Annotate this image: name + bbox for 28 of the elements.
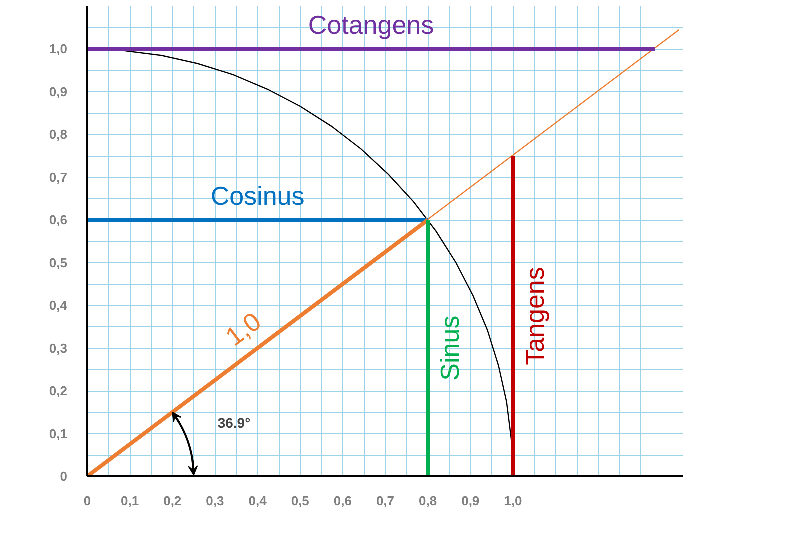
y-tick-label: 0,5 bbox=[49, 255, 68, 270]
y-tick-label: 0,6 bbox=[49, 212, 68, 228]
y-tick-label: 0,3 bbox=[49, 340, 68, 356]
x-tick-label: 0,4 bbox=[248, 494, 268, 508]
x-tick-label: 0,9 bbox=[462, 494, 480, 508]
text: Tangens bbox=[520, 267, 550, 366]
series-label: Cotangens bbox=[308, 10, 434, 40]
x-tick-label: 0,7 bbox=[376, 494, 395, 508]
x-tick-label: 0,3 bbox=[206, 494, 224, 508]
y-tick-label: 0,1 bbox=[49, 426, 68, 442]
x-tick-label: 0 bbox=[84, 494, 92, 508]
y-tick-label: 0,8 bbox=[49, 127, 68, 142]
y-tick-label: 0,7 bbox=[49, 170, 68, 185]
x-tick-label: 0,6 bbox=[334, 494, 352, 508]
y-tick-label: 1,0 bbox=[49, 42, 68, 57]
y-tick-label: 0 bbox=[60, 469, 68, 484]
annotation: 36.9° bbox=[218, 414, 251, 431]
y-tick-label: 0,9 bbox=[49, 84, 68, 100]
y-tick-label: 0,2 bbox=[49, 384, 68, 399]
x-tick-label: 0,2 bbox=[164, 494, 182, 508]
y-tick-label: 0,4 bbox=[49, 298, 68, 314]
x-tick-label: 0,8 bbox=[419, 494, 438, 508]
x-tick-label: 0,5 bbox=[291, 494, 310, 508]
x-tick-label: 1,0 bbox=[504, 494, 522, 508]
x-tick-label: 0,1 bbox=[121, 494, 140, 508]
text: 1,0 bbox=[220, 306, 267, 352]
text: Sinus bbox=[435, 316, 466, 381]
series-label: Cosinus bbox=[210, 181, 305, 212]
